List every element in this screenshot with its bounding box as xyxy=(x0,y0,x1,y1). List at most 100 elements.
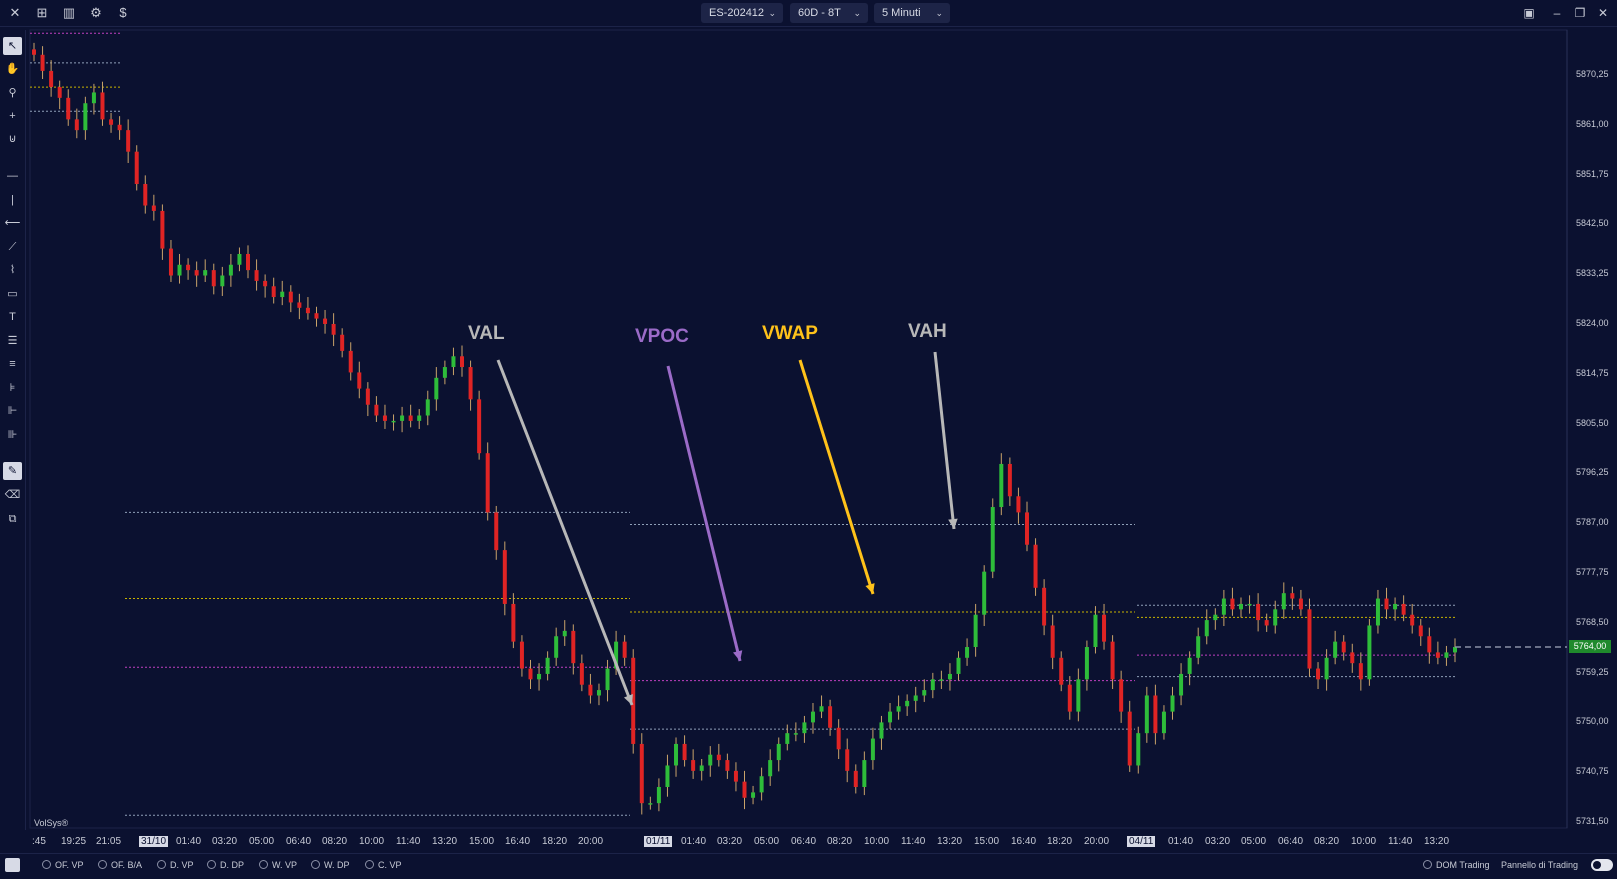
candle-body xyxy=(32,49,36,55)
hand-icon[interactable]: ✋ xyxy=(5,63,20,75)
list-icon[interactable]: ☰ xyxy=(7,335,18,347)
dom-trading-toggle[interactable]: DOM Trading xyxy=(1423,860,1490,870)
horizontal-line-icon[interactable]: — xyxy=(7,170,18,182)
x-tick-label: 18:20 xyxy=(1047,836,1073,847)
x-tick-label: 01/11 xyxy=(644,836,673,847)
dom-trading-label: DOM Trading xyxy=(1436,860,1490,870)
arrowhead-icon xyxy=(948,518,958,529)
settings-icon[interactable]: ⚙ xyxy=(90,5,102,20)
indicator-toggle[interactable]: C. VP xyxy=(365,860,402,870)
indicator-toggle[interactable]: D. DP xyxy=(207,860,244,870)
indicator-toggle[interactable]: OF. B/A xyxy=(98,860,142,870)
candle-body xyxy=(562,630,567,637)
symbol-dropdown[interactable]: ES-202412 ⌄ xyxy=(701,3,783,23)
candle-body xyxy=(614,641,619,669)
candle-body xyxy=(246,253,251,271)
candle-body xyxy=(785,733,790,744)
candle-body xyxy=(973,614,978,648)
y-tick-label: 5805,50 xyxy=(1576,417,1609,428)
draw-mode-icon[interactable]: ✎ xyxy=(3,462,22,480)
eraser-icon[interactable]: ⌫ xyxy=(4,489,21,501)
zoom-icon[interactable]: ⚲ xyxy=(8,87,17,99)
candle-body xyxy=(177,264,182,276)
ray-icon[interactable]: ⟵ xyxy=(4,217,21,229)
magnet-icon[interactable]: ⊍ xyxy=(8,133,17,145)
candle-body xyxy=(1110,641,1115,680)
annotation-label-vah: VAH xyxy=(908,321,947,342)
candle-body xyxy=(1067,684,1072,712)
indicator-toggle[interactable]: OF. VP xyxy=(42,860,84,870)
x-tick-label: 11:40 xyxy=(1388,836,1413,847)
minimize-icon[interactable]: – xyxy=(1553,6,1561,20)
x-tick-label: 11:40 xyxy=(396,836,421,847)
candle-body xyxy=(74,119,79,131)
candle-body xyxy=(49,70,54,88)
candle-body xyxy=(323,318,328,324)
candle-body xyxy=(57,87,62,98)
x-tick-label: 03:20 xyxy=(717,836,743,847)
candle-body xyxy=(999,463,1004,508)
text-icon[interactable]: T xyxy=(9,311,16,323)
lines-icon[interactable]: ≡ xyxy=(9,358,16,370)
candle-body xyxy=(537,673,542,680)
candle-body xyxy=(186,264,191,271)
indicator-toggle[interactable]: W. DP xyxy=(311,860,350,870)
indicator-label: W. DP xyxy=(324,860,350,870)
candle-body xyxy=(674,743,679,766)
chart-type-icon[interactable]: ▥ xyxy=(62,5,76,20)
candle-body xyxy=(305,307,310,314)
trading-panel-toggle[interactable] xyxy=(1591,859,1613,871)
x-tick-label: 19:25 xyxy=(61,836,87,847)
candle-body xyxy=(271,286,276,298)
candle-body xyxy=(554,636,559,658)
candle-body xyxy=(845,749,850,771)
profile-icon[interactable]: ⊩ xyxy=(7,405,18,417)
fib-icon[interactable]: ⊧ xyxy=(9,382,16,394)
pointer-icon[interactable]: ↖ xyxy=(3,37,22,55)
candle-body xyxy=(134,151,139,184)
close-icon[interactable]: ✕ xyxy=(9,5,21,20)
crosshair-icon[interactable]: + xyxy=(9,110,16,122)
candle-body xyxy=(776,743,781,761)
candle-body xyxy=(631,657,636,744)
annotation-arrow xyxy=(933,351,956,530)
bottom-toolbar: OF. VP OF. B/A D. VP D. DP W. VP W. DP C… xyxy=(0,853,1617,879)
layout-icon[interactable]: ⊞ xyxy=(36,5,48,20)
candle-body xyxy=(417,415,422,421)
candle-body xyxy=(1358,663,1363,680)
candle-body xyxy=(1153,695,1158,734)
panel-icon[interactable] xyxy=(5,858,20,872)
brush-icon[interactable]: ⌇ xyxy=(9,264,16,276)
candle-body xyxy=(1127,711,1132,766)
dollar-icon[interactable]: $ xyxy=(119,5,127,20)
volume-profile-icon[interactable]: ⊪ xyxy=(7,429,18,441)
template-dropdown[interactable]: 60D - 8T ⌄ xyxy=(790,3,868,23)
candle-body xyxy=(982,571,987,615)
y-tick-label: 5777,75 xyxy=(1576,566,1609,577)
timeframe-dropdown[interactable]: 5 Minuti ⌄ xyxy=(874,3,950,23)
vertical-line-icon[interactable]: | xyxy=(11,194,14,206)
candle-body xyxy=(913,695,918,701)
candle-body xyxy=(1187,657,1192,674)
trading-panel-label: Pannello di Trading xyxy=(1501,860,1579,870)
trendline-icon[interactable]: ⟋ xyxy=(8,241,17,253)
close-icon[interactable]: ✕ xyxy=(1597,6,1609,20)
candle-body xyxy=(682,743,687,761)
maximize-icon[interactable]: ▣ xyxy=(1523,6,1535,20)
layers-icon[interactable]: ⧉ xyxy=(8,513,17,525)
candle-body xyxy=(288,291,293,303)
candle-body xyxy=(1196,636,1201,658)
rectangle-icon[interactable]: ▭ xyxy=(7,288,18,300)
x-tick-label: 05:00 xyxy=(249,836,275,847)
candle-body xyxy=(1016,496,1021,513)
candle-body xyxy=(254,270,259,281)
candle-body xyxy=(408,415,413,421)
candle-body xyxy=(1213,614,1218,621)
x-tick-label: 08:20 xyxy=(1314,836,1340,847)
indicator-toggle[interactable]: D. VP xyxy=(157,860,194,870)
candle-body xyxy=(126,130,131,152)
indicator-toggle[interactable]: W. VP xyxy=(259,860,297,870)
x-tick-label: 20:00 xyxy=(1084,836,1110,847)
restore-icon[interactable]: ❐ xyxy=(1574,6,1586,20)
